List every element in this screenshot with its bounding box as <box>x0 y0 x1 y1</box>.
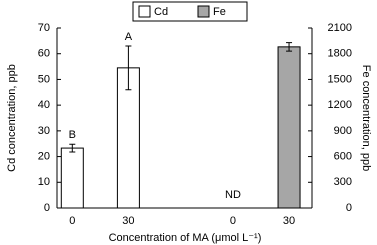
y2-axis-label: Fe concentration, ppb <box>360 65 372 171</box>
bar <box>60 147 84 209</box>
y-tick-label: 60 <box>38 48 50 60</box>
bar <box>277 46 301 209</box>
legend-label: Cd <box>154 6 168 18</box>
legend-swatch <box>138 5 151 18</box>
y2-tick-label: 1500 <box>328 73 352 85</box>
y-tick-label: 70 <box>38 22 50 34</box>
error-bar <box>286 42 293 52</box>
error-bar <box>69 143 76 153</box>
y-tick-label: 0 <box>44 202 50 214</box>
legend-box <box>132 1 248 22</box>
x-tick-label: 0 <box>69 215 75 227</box>
y-tick-label: 40 <box>38 99 50 111</box>
y2-tick-label: 600 <box>334 150 352 162</box>
x-tick-label: 0 <box>230 215 236 227</box>
y-tick-label: 50 <box>38 73 50 85</box>
annotation: B <box>69 129 76 141</box>
annotation: A <box>125 31 133 43</box>
y2-tick-label: 1800 <box>328 48 352 60</box>
y-tick-label: 10 <box>38 176 50 188</box>
y2-tick-label: 2100 <box>328 22 352 34</box>
legend-label: Fe <box>213 6 226 18</box>
y-axis-label: Cd concentration, ppb <box>6 64 18 172</box>
y-tick-label: 20 <box>38 150 50 162</box>
y2-tick-label: 1200 <box>328 99 352 111</box>
x-axis-label: Concentration of MA (μmol L⁻¹) <box>109 232 262 244</box>
y2-tick-label: 0 <box>346 202 352 214</box>
legend-swatch <box>197 5 210 18</box>
x-tick-label: 30 <box>122 215 134 227</box>
x-tick-label: 30 <box>283 215 295 227</box>
y2-tick-label: 900 <box>334 125 352 137</box>
y-tick-label: 30 <box>38 125 50 137</box>
y2-tick-label: 300 <box>334 176 352 188</box>
error-bar <box>125 45 132 91</box>
annotation: ND <box>225 189 241 201</box>
